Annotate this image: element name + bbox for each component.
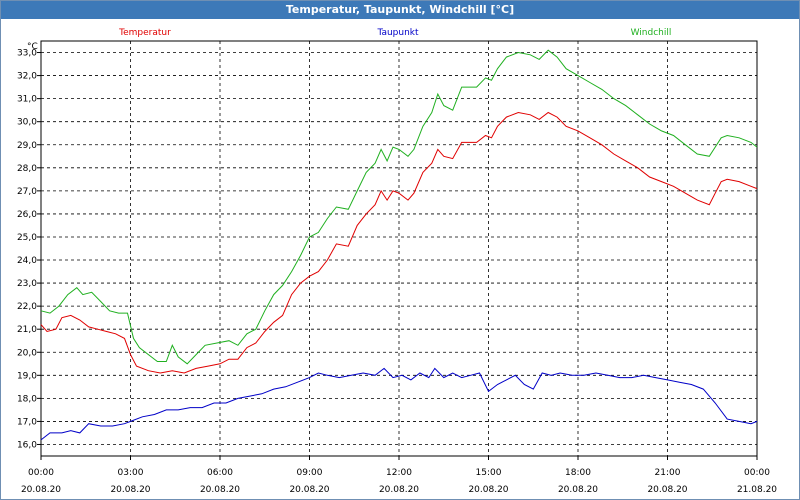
y-tick-label: 23,0: [17, 279, 37, 289]
axes: 16,0 17,0 18,0 19,0 20,0 21,0 22,0 23,0 24,0 25,0…: [17, 40, 777, 495]
y-tick-label: 20,0: [17, 348, 37, 358]
x-tick-time: 03:00: [118, 468, 144, 478]
y-tick-label: 25,0: [17, 233, 37, 243]
y-tick-label: 27,0: [17, 187, 37, 197]
legend: Temperatur Taupunkt Windchill: [118, 28, 671, 38]
y-tick-label: 31,0: [17, 95, 37, 105]
y-tick-label: 26,0: [17, 210, 37, 220]
y-tick-label: 28,0: [17, 164, 37, 174]
series-line-temperatur: [40, 111, 758, 374]
x-tick-time: 00:00: [744, 468, 770, 478]
y-tick-label: 22,0: [17, 302, 37, 312]
x-tick-date: 20.08.20: [200, 485, 240, 495]
y-tick-label: 24,0: [17, 256, 37, 266]
x-tick-date: 20.08.20: [21, 485, 61, 495]
x-tick-time: 18:00: [565, 468, 591, 478]
y-tick-label: 21,0: [17, 325, 37, 335]
y-tick-label: 16,0: [17, 440, 37, 450]
y-tick-label: 33,0: [17, 49, 37, 59]
x-tick-time: 00:00: [28, 468, 54, 478]
y-tick-label: 17,0: [17, 417, 37, 427]
window-title: Temperatur, Taupunkt, Windchill [°C]: [1, 1, 799, 19]
x-tick-time: 09:00: [297, 468, 323, 478]
y-axis-unit: °C: [27, 42, 38, 52]
x-tick-date: 20.08.20: [647, 485, 687, 495]
series-line-taupunkt: [40, 367, 758, 441]
series-line-windchill: [40, 49, 758, 365]
y-tick-label: 18,0: [17, 394, 37, 404]
chart: 16,0 17,0 18,0 19,0 20,0 21,0 22,0 23,0 24,0 25,0…: [17, 28, 777, 495]
x-tick-time: 15:00: [476, 468, 502, 478]
y-tick-label: 29,0: [17, 141, 37, 151]
legend-label-windchill: Windchill: [631, 28, 672, 38]
x-tick-date: 21.08.20: [737, 485, 777, 495]
x-tick-time: 06:00: [207, 468, 233, 478]
x-tick-date: 20.08.20: [379, 485, 419, 495]
x-tick-date: 20.08.20: [110, 485, 150, 495]
y-tick-label: 32,0: [17, 72, 37, 82]
legend-label-temperatur: Temperatur: [118, 28, 171, 38]
x-tick-date: 20.08.20: [289, 485, 329, 495]
y-tick-label: 30,0: [17, 118, 37, 128]
y-tick-label: 19,0: [17, 371, 37, 381]
x-tick-date: 20.08.20: [468, 485, 508, 495]
x-tick-time: 21:00: [655, 468, 681, 478]
legend-label-taupunkt: Taupunkt: [376, 28, 419, 38]
x-tick-time: 12:00: [386, 468, 412, 478]
series-lines: [40, 49, 758, 441]
x-tick-date: 20.08.20: [558, 485, 598, 495]
grid: [41, 41, 757, 456]
